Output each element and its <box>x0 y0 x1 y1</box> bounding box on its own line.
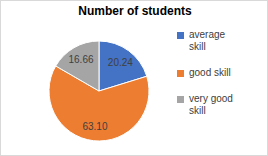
html-text:very good skill: very good skill <box>189 93 233 116</box>
html-text:average skill: average skill <box>189 29 226 52</box>
html-text:Number of students: Number of students <box>78 4 192 18</box>
html-text:good skill: good skill <box>189 67 231 78</box>
svg-text:16.66: 16.66 <box>68 54 93 65</box>
svg-text:63.10: 63.10 <box>82 121 107 132</box>
svg-text:20.24: 20.24 <box>108 57 133 68</box>
